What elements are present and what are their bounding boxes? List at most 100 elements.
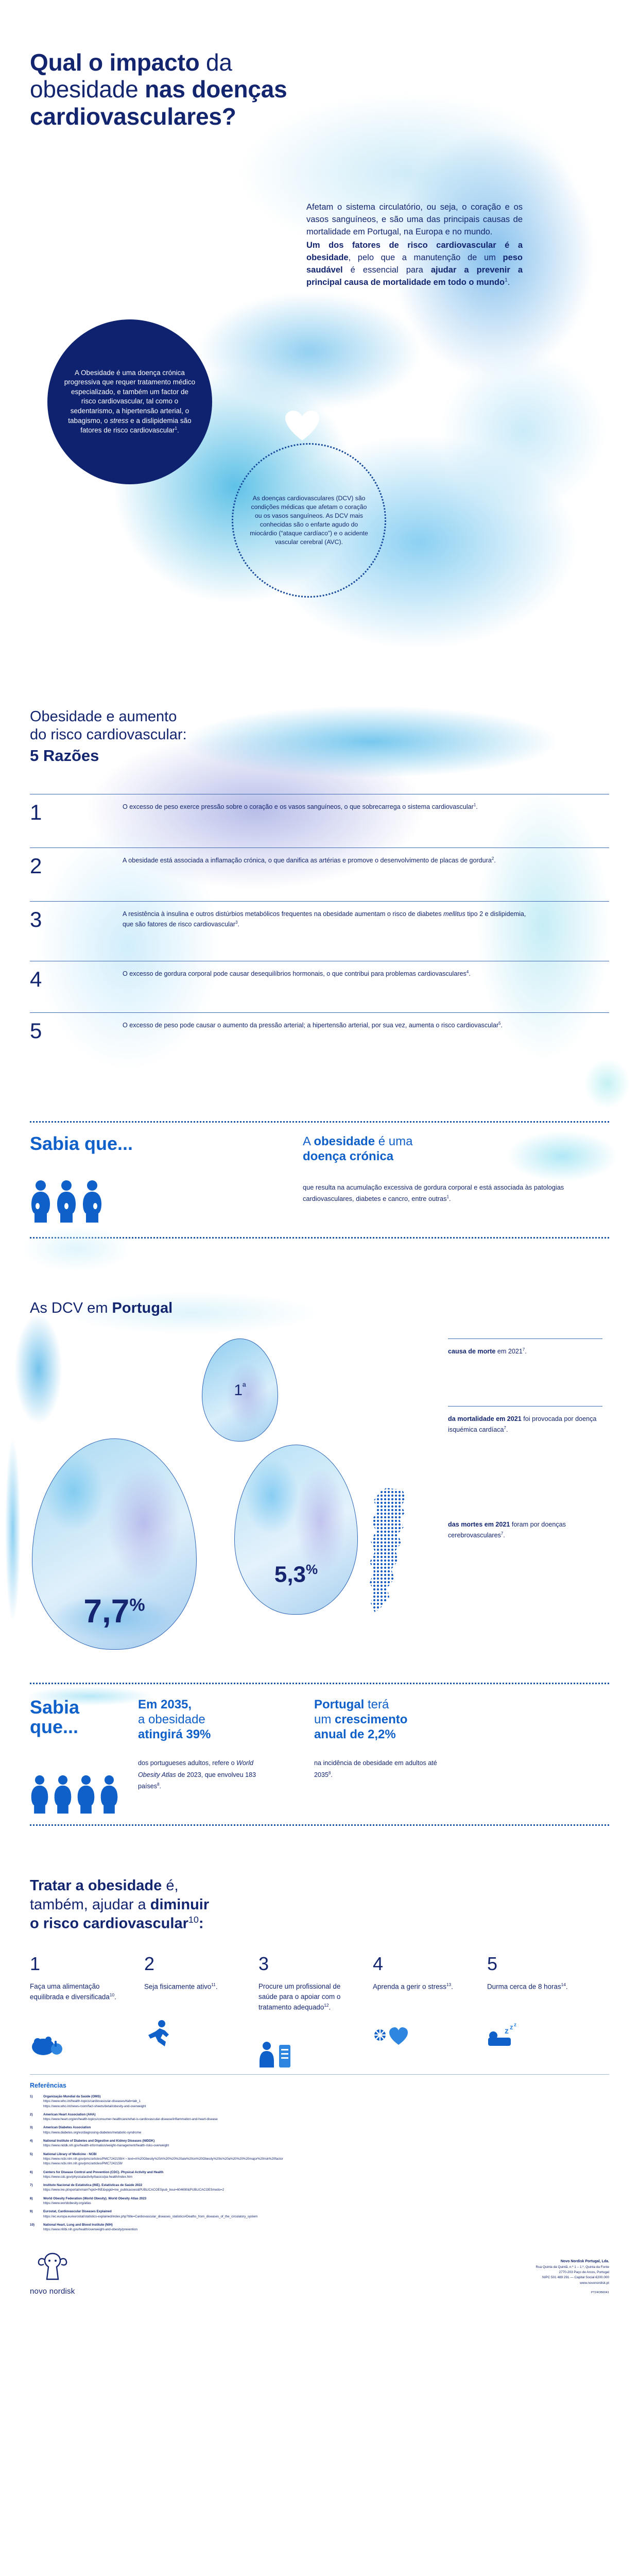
sabia1-heading: Sabia que... <box>30 1133 133 1154</box>
sabia2-col2-body: na incidência de obesidade em adultos at… <box>314 1757 451 1781</box>
reference-url[interactable]: https://www.ine.pt/xportal/xmain?xpid=IN… <box>43 2188 224 2192</box>
references-divider <box>30 2074 609 2075</box>
razoes-number-4: 4 <box>30 967 42 991</box>
reference-url[interactable]: https://www.heart.org/en/health-topics/c… <box>43 2117 218 2122</box>
sabia1-body-sup: 1 <box>446 1194 449 1199</box>
reference-url[interactable]: https://www.who.int/news-room/fact-sheet… <box>43 2104 146 2108</box>
tratar-col-4: 4 Aprenda a gerir o stress13. <box>373 1955 487 2069</box>
razoes-number-5: 5 <box>30 1018 42 1043</box>
reference-item: 4) National Institute of Diabetes and Dig… <box>30 2139 609 2148</box>
reference-url[interactable]: https://ec.europa.eu/eurostat/statistics… <box>43 2214 258 2218</box>
tratar-num-4: 4 <box>373 1953 384 1975</box>
tratar-title-sup: 10 <box>188 1914 199 1925</box>
dcv-note-1-end: . <box>525 1348 527 1355</box>
title-part-2: da <box>199 49 232 76</box>
heart-icon <box>284 410 320 444</box>
reference-url[interactable]: https://www.cdc.gov/physicalactivity/bas… <box>43 2175 132 2179</box>
dcv-note-3: das mortes em 2021 foram por doenças cer… <box>448 1512 602 1540</box>
obesity-definition-circle: A Obesidade é uma doença crónica progres… <box>47 319 212 484</box>
tratar-columns: 1 Faça uma alimentação equilibrada e div… <box>30 1955 609 2069</box>
sabia2-col2-head-c: um <box>314 1712 335 1726</box>
razoes-text-3: A resistência à insulina e outros distúr… <box>123 909 529 930</box>
dcv-note-3-rest: foram por doenças cerebrovasculares <box>448 1521 566 1539</box>
address-website[interactable]: www.novonordisk.pt <box>580 2281 609 2285</box>
reference-title: American Heart Association (AHA) <box>43 2112 96 2116</box>
tratar-col-2: 2 Seja fisicamente ativo11. <box>144 1955 258 2069</box>
razoes-text-1: O excesso de peso exerce pressão sobre o… <box>123 802 529 812</box>
razoes-end-3: . <box>237 921 239 928</box>
reference-title: National Institute of Diabetes and Diges… <box>43 2139 155 2143</box>
tratar-title-b: é, <box>162 1877 179 1894</box>
sabia2-col2-body-text: na incidência de obesidade em adultos at… <box>314 1759 437 1778</box>
tratar-text-1: Faça uma alimentação equilibrada e diver… <box>30 1981 131 2003</box>
razoes-text-3-italic: mellitus <box>443 910 465 918</box>
reference-url[interactable]: https://www.worldobesity.org/atlas <box>43 2201 91 2206</box>
reference-url[interactable]: https://www.ncbi.nlm.nih.gov/pmc/article… <box>43 2162 123 2166</box>
intro-paragraph: Afetam o sistema circulatório, ou seja, … <box>306 201 523 289</box>
tratar-num-3: 3 <box>258 1953 269 1975</box>
reference-item: 3) American Diabetes Association https://w… <box>30 2125 609 2135</box>
reference-url[interactable]: https://www.diabetes.org/es/diagnosing-d… <box>43 2130 142 2134</box>
people-group-icon <box>30 1774 138 1815</box>
tratar-title-c: também, ajudar a <box>30 1896 150 1913</box>
razoes-sup-3: 3 <box>235 920 238 925</box>
tratar-text-4: Aprenda a gerir o stress13. <box>373 1981 474 1992</box>
razoes-end-1: . <box>476 803 478 810</box>
reference-item: 8) World Obesity Federation (World Obesit… <box>30 2196 609 2206</box>
razoes-sup-4: 4 <box>466 969 469 974</box>
tratar-col-3: 3 Procure um profissional de saúde para … <box>258 1955 373 2069</box>
dcv-definition-circle: As doenças cardiovasculares (DCV) são co… <box>232 443 386 598</box>
tratar-text-2: Seja fisicamente ativo11. <box>144 1981 245 1992</box>
address-line-1: Rua Quinta da Quintã, n.º 1 – 1.º, Quint… <box>536 2265 609 2269</box>
sabia1-lead-c: é uma <box>375 1134 413 1148</box>
tratar-text-1-body: Faça uma alimentação equilibrada e diver… <box>30 1982 110 2001</box>
intro-bold-c: ajudar a prevenir a principal causa de m… <box>306 265 523 287</box>
reference-number: 5) <box>30 2152 33 2156</box>
dcv-note-2-rest: foi provocada por doença isquémica cardí… <box>448 1415 597 1433</box>
chart-value-ordinal: 1ª <box>234 1381 246 1399</box>
company-address: Novo Nordisk Portugal, Lda. Rua Quinta d… <box>536 2259 609 2295</box>
intro-mid-1: , pelo que a manutenção de um <box>348 253 503 263</box>
reference-item: 1) Organização Mundial da Saúde (OMS) http… <box>30 2094 609 2109</box>
sabia2-heading-line2: que... <box>30 1716 79 1737</box>
reference-url[interactable]: https://www.who.int/health-topics/cardio… <box>43 2099 141 2104</box>
tratar-num-5: 5 <box>487 1953 498 1975</box>
tratar-title-end: : <box>198 1915 204 1932</box>
healthy-food-icon <box>30 2026 131 2058</box>
logo-wordmark: novo nordisk <box>30 2286 75 2296</box>
dcv-title-bold: Portugal <box>112 1300 173 1316</box>
hero-section: Qual o impacto da obesidade nas doenças … <box>0 0 639 690</box>
footer: novo nordisk Novo Nordisk Portugal, Lda.… <box>0 2236 639 2310</box>
obesity-def-part-1: A Obesidade é uma doença crónica progres… <box>64 368 196 425</box>
tratar-text-4-body: Aprenda a gerir o stress <box>373 1982 446 1991</box>
sabia2-background <box>0 1683 639 1853</box>
razoes-row-3: 3 A resistência à insulina e outros dist… <box>30 901 609 961</box>
razoes-end-5: . <box>500 1021 503 1029</box>
sabia2-col2-head-d: crescimento <box>335 1712 408 1726</box>
reference-number: 2) <box>30 2112 33 2116</box>
razoes-number-1: 1 <box>30 800 42 824</box>
material-code: PT24OB0041 <box>591 2291 609 2295</box>
dcv-note-3-sup: 7 <box>500 1531 504 1536</box>
obesity-def-italic: stress <box>110 416 129 425</box>
tratar-end-5: . <box>565 1982 568 1991</box>
reference-url[interactable]: https://www.ncbi.nlm.nih.gov/pmc/article… <box>43 2157 283 2161</box>
sabia1-lead-d: doença crónica <box>303 1149 394 1164</box>
sabia1-body-end: . <box>448 1194 451 1202</box>
chart-value-7-7: 7,7% <box>83 1595 145 1649</box>
portugal-dot-map-icon <box>366 1487 422 1618</box>
reference-url[interactable]: https://www.niddk.nih.gov/health-informa… <box>43 2144 169 2148</box>
tratar-num-2: 2 <box>144 1953 155 1975</box>
razoes-title: Obesidade e aumento do risco cardiovascu… <box>30 708 609 765</box>
sabia2-col2-heading: Portugal terá um crescimento anual de 2,2% <box>314 1698 451 1742</box>
reference-number: 3) <box>30 2126 33 2130</box>
sabia2-col2-head-b: terá <box>364 1698 389 1711</box>
sabia1-lead: A obesidade é uma doença crónica <box>303 1134 609 1164</box>
reference-url[interactable]: https://www.nhlbi.nih.gov/health/overwei… <box>43 2228 137 2232</box>
intro-bold-a: Um dos fatores de risco cardiovascular é… <box>306 241 523 263</box>
sabia2-col1-body: dos portugueses adultos, refere o World … <box>138 1757 275 1792</box>
tratar-end-1: . <box>114 1993 116 2001</box>
razoes-row-1: 1 O excesso de peso exerce pressão sobre… <box>30 793 609 848</box>
page-title: Qual o impacto da obesidade nas doenças … <box>30 49 318 130</box>
sabia1-body-text: que resulta na acumulação excessiva de g… <box>303 1183 564 1202</box>
